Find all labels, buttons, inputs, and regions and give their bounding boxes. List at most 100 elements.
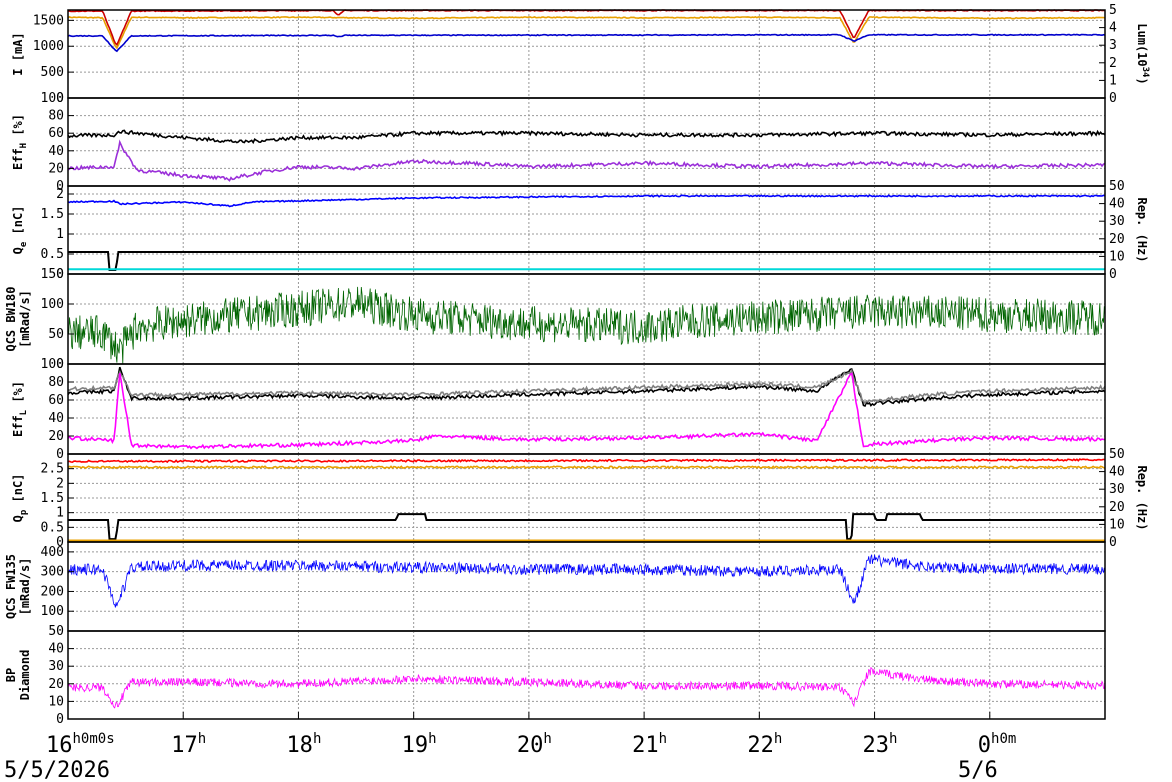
- x-tick-label: 23h: [863, 731, 898, 758]
- panel-frame: [67, 185, 1106, 275]
- y2-tick-label: 50: [1109, 447, 1125, 462]
- y-axis-label: BPDiamond: [4, 650, 32, 701]
- series-line: [67, 194, 1106, 208]
- y-tick-label: 100: [41, 604, 64, 619]
- series-line: [67, 129, 1106, 145]
- series-line: [67, 366, 1106, 408]
- y-tick-label: 10: [48, 694, 64, 709]
- y-tick-label: 80: [48, 375, 64, 390]
- y-tick-label: 0: [56, 179, 64, 194]
- y-tick-label: 30: [48, 659, 64, 674]
- x-tick-label: 22h: [747, 731, 782, 758]
- series-line: [67, 465, 1106, 470]
- series-line: [67, 139, 1106, 182]
- series-line: [67, 372, 1106, 450]
- y2-axis-label: Rep. (Hz): [1135, 197, 1149, 262]
- y-tick-label: 50: [48, 624, 64, 639]
- x-tick-label: 21h: [632, 731, 667, 758]
- panel-frame: [67, 9, 1106, 99]
- series-line: [67, 458, 1106, 464]
- y-tick-label: 0: [56, 91, 64, 106]
- y-tick-label: 0: [56, 447, 64, 462]
- x-tick-label: 0h0m: [978, 731, 1017, 758]
- y-tick-label: 150: [41, 267, 64, 282]
- y-tick-label: 100: [41, 91, 64, 106]
- x-tick-label: 16h0m0s: [46, 731, 115, 758]
- y-tick-label: 20: [48, 161, 64, 176]
- y-tick-label: 300: [41, 565, 64, 580]
- y-tick-label: 20: [48, 677, 64, 692]
- panel-bp-diamond: 0 10 20 30 40 50 BPDiamond: [4, 624, 1106, 727]
- y2-tick-label: 5: [1109, 3, 1117, 18]
- y-tick-label: 1.5: [41, 491, 64, 506]
- y-tick-label: 1: [56, 506, 64, 521]
- panel-frame: [67, 363, 1106, 455]
- series-line: [67, 667, 1106, 709]
- y-tick-label: 200: [41, 584, 64, 599]
- y-tick-label: 1: [56, 227, 64, 242]
- y-tick-label: 2.5: [41, 462, 64, 477]
- y2-tick-label: 0: [1109, 267, 1117, 282]
- y-tick-label: 60: [48, 126, 64, 141]
- panel-frame: [67, 630, 1106, 720]
- y-axis-label: EffH [%]: [11, 114, 29, 170]
- panel-effh: 0 20 40 60 80 100 EffH [%]: [11, 91, 1106, 194]
- x-tick-label: 19h: [402, 731, 437, 758]
- y2-tick-label: 2: [1109, 56, 1117, 71]
- y2-tick-label: 40: [1109, 197, 1125, 212]
- y-tick-label: 100: [41, 297, 64, 312]
- y2-tick-label: 0: [1109, 91, 1117, 106]
- y-axis-label: QCS BW180[mRad/s]: [4, 286, 32, 351]
- y-tick-label: 60: [48, 393, 64, 408]
- y-tick-label: 50: [48, 327, 64, 342]
- y-tick-label: 80: [48, 109, 64, 124]
- y2-tick-label: 4: [1109, 21, 1117, 36]
- y-axis-label: QCS FW135[mRad/s]: [4, 554, 32, 619]
- series-line: [68, 251, 1105, 271]
- series-line: [67, 286, 1106, 364]
- y-axis-label: Qp [nC]: [11, 474, 29, 523]
- y-tick-label: 0.5: [41, 247, 64, 262]
- y2-tick-label: 50: [1109, 179, 1125, 194]
- y-tick-label: 2: [56, 187, 64, 202]
- y-tick-label: 1.5: [41, 207, 64, 222]
- y-tick-label: 0: [56, 535, 64, 550]
- y-tick-label: 40: [48, 411, 64, 426]
- y-tick-label: 40: [48, 642, 64, 657]
- x-tick-label: 17h: [171, 731, 206, 758]
- y-tick-label: 1500: [33, 13, 64, 28]
- panel-i: 0 500 1000 1500 0 1 2 3 4 5 Lum(1034) I [mA]: [11, 3, 1150, 106]
- x-tick-label: 20h: [517, 731, 552, 758]
- panel-qcs-bw180: 0 50 100 150 QCS BW180[mRad/s]: [4, 267, 1106, 372]
- series-line: [67, 16, 1106, 50]
- series-line: [67, 33, 1106, 53]
- y2-tick-label: 1: [1109, 73, 1117, 88]
- y2-tick-label: 10: [1109, 249, 1125, 264]
- date-next-label: 5/6: [958, 758, 998, 782]
- y-axis-label: I [mA]: [11, 32, 25, 75]
- panel-frame: [67, 541, 1106, 632]
- y2-tick-label: 0: [1109, 535, 1117, 550]
- y-tick-label: 1000: [33, 39, 64, 54]
- y-axis-label: Qe [nC]: [11, 206, 29, 255]
- series-line: [67, 9, 1106, 47]
- y2-tick-label: 10: [1109, 517, 1125, 532]
- y-tick-label: 40: [48, 144, 64, 159]
- y2-tick-label: 20: [1109, 500, 1125, 515]
- y2-axis-label: Rep. (Hz): [1135, 465, 1149, 530]
- y-tick-label: 2: [56, 476, 64, 491]
- y-tick-label: 0: [56, 357, 64, 372]
- y-tick-label: 20: [48, 429, 64, 444]
- series-line: [68, 513, 1105, 541]
- y-tick-label: 500: [41, 65, 64, 80]
- y-tick-label: 0: [56, 267, 64, 282]
- panel-qcs-fw135: 100 200 300 400 QCS FW135[mRad/s]: [4, 541, 1106, 632]
- y2-tick-label: 30: [1109, 214, 1125, 229]
- y2-tick-label: 30: [1109, 482, 1125, 497]
- date-start-label: 5/5/2026: [4, 758, 110, 782]
- y-tick-label: 400: [41, 545, 64, 560]
- y2-tick-label: 20: [1109, 232, 1125, 247]
